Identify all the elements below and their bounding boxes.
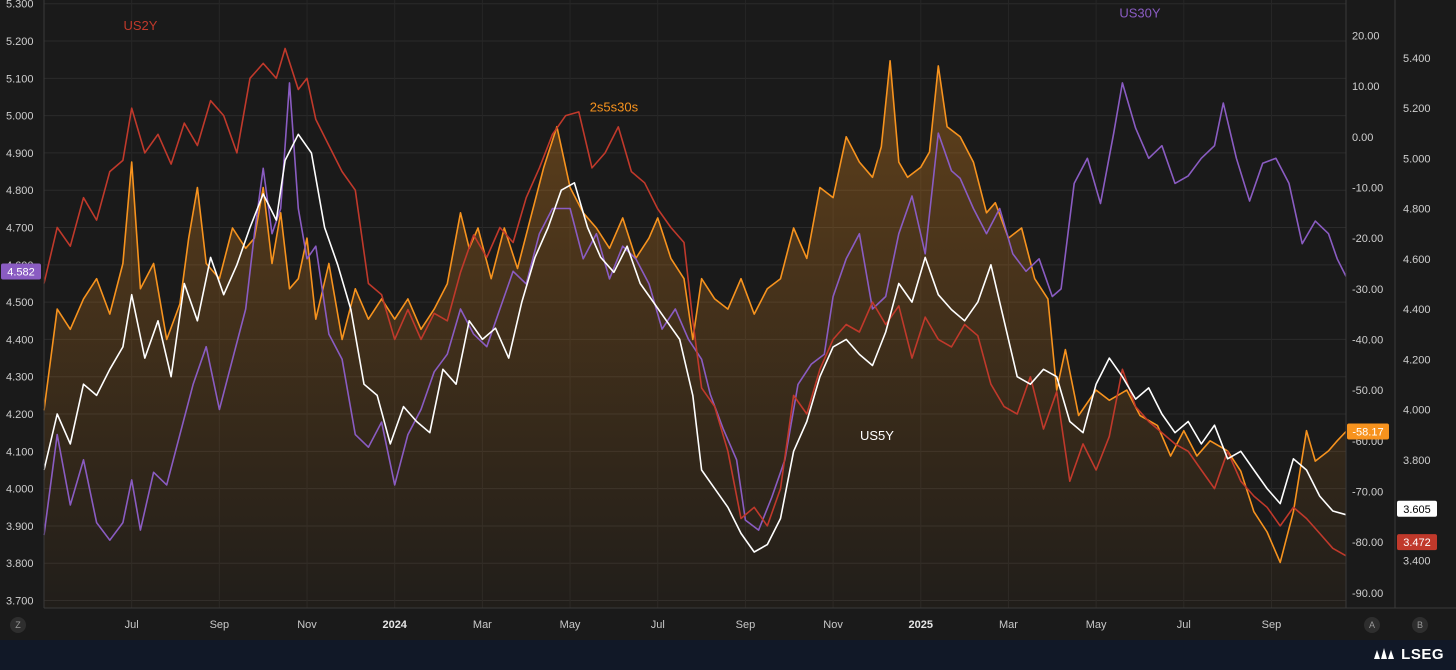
right-tick-label-8: 3.800 [1403, 455, 1431, 467]
mid-tick-label-0: 20.00 [1352, 30, 1380, 42]
x-tick-label-5: May [560, 619, 581, 631]
left-tick-label-5: 4.800 [6, 185, 34, 197]
left-tick-label-2: 5.100 [6, 73, 34, 85]
badge-bg-us2y [1397, 534, 1437, 551]
series-labels-layer: 2s5s30s US30Y US2Y US5Y [123, 6, 1160, 444]
logo-text: LSEG [1401, 646, 1444, 663]
mid-tick-label-9: -70.00 [1352, 486, 1383, 498]
left-tick-label-11: 4.200 [6, 409, 34, 421]
mid-tick-label-1: 10.00 [1352, 81, 1380, 93]
lseg-mark-icon [1374, 648, 1395, 659]
right-tick-label-2: 5.000 [1403, 153, 1431, 165]
mid-tick-label-5: -30.00 [1352, 284, 1383, 296]
multi-series-line-chart: 5.300 5.200 5.100 5.000 4.900 4.800 4.700 4.600… [1, 0, 1456, 631]
series-line-us30y [43, 82, 1347, 541]
badge-text-us5y: 3.605 [1403, 504, 1431, 516]
left-tick-label-9: 4.400 [6, 334, 34, 346]
lseg-logo: LSEG [1373, 646, 1444, 663]
axes-layer: 5.300 5.200 5.100 5.000 4.900 4.800 4.700 4.600… [6, 0, 1456, 631]
mid-tick-label-3: -10.00 [1352, 182, 1383, 194]
x-tick-label-7: Sep [736, 619, 756, 631]
right-tick-label-7: 4.000 [1403, 405, 1431, 417]
x-tick-label-0: Jul [125, 619, 139, 631]
badge-bg-us5y [1397, 500, 1437, 517]
left-tick-label-6: 4.700 [6, 223, 34, 235]
series-lines-layer [43, 47, 1347, 564]
series-label-2s5s30s: 2s5s30s [590, 99, 639, 114]
x-tick-label-11: May [1086, 619, 1107, 631]
mid-tick-label-4: -20.00 [1352, 233, 1383, 245]
corner-z-button[interactable]: Z [10, 617, 26, 633]
axis-a-button[interactable]: A [1364, 617, 1380, 633]
left-tick-label-10: 4.300 [6, 372, 34, 384]
left-tick-label-15: 3.800 [6, 558, 34, 570]
left-tick-label-16: 3.700 [6, 596, 34, 608]
mid-tick-label-6: -40.00 [1352, 334, 1383, 346]
series-line-us2y [43, 47, 1347, 557]
x-tick-label-10: Mar [999, 619, 1018, 631]
right-tick-label-1: 5.200 [1403, 103, 1431, 115]
badge-text-us2y: 3.472 [1403, 537, 1431, 549]
left-tick-label-1: 5.200 [6, 36, 34, 48]
left-tick-label-14: 3.900 [6, 521, 34, 533]
left-tick-label-13: 4.000 [6, 484, 34, 496]
x-tick-label-12: Jul [1177, 619, 1191, 631]
left-tick-label-0: 5.300 [6, 0, 34, 11]
badge-text-us30y: 4.582 [7, 267, 35, 279]
mid-tick-label-2: 0.00 [1352, 132, 1373, 144]
mid-tick-label-11: -90.00 [1352, 588, 1383, 600]
x-tick-label-3: 2024 [382, 619, 407, 631]
right-tick-label-3: 4.800 [1403, 204, 1431, 216]
x-tick-label-2: Nov [297, 619, 317, 631]
right-tick-label-6: 4.200 [1403, 354, 1431, 366]
badge-text-2s5s30s: -58.17 [1352, 427, 1383, 439]
right-tick-label-5: 4.400 [1403, 304, 1431, 316]
x-tick-label-1: Sep [210, 619, 230, 631]
right-tick-label-4: 4.600 [1403, 254, 1431, 266]
x-tick-label-6: Jul [651, 619, 665, 631]
left-tick-label-3: 5.000 [6, 111, 34, 123]
right-tick-label-10: 3.400 [1403, 555, 1431, 567]
mid-tick-label-7: -50.00 [1352, 385, 1383, 397]
left-tick-label-12: 4.100 [6, 446, 34, 458]
right-tick-label-0: 5.400 [1403, 53, 1431, 65]
footer-bar: LSEG [0, 640, 1456, 670]
x-tick-label-9: 2025 [909, 619, 933, 631]
axis-b-button[interactable]: B [1412, 617, 1428, 633]
series-label-us30y: US30Y [1119, 6, 1161, 21]
left-tick-label-8: 4.500 [6, 297, 34, 309]
badge-bg-us30y [1, 263, 41, 280]
mid-tick-label-10: -80.00 [1352, 537, 1383, 549]
x-tick-label-13: Sep [1262, 619, 1282, 631]
left-tick-label-4: 4.900 [6, 148, 34, 160]
x-tick-label-4: Mar [473, 619, 492, 631]
series-line-us5y [43, 133, 1347, 553]
value-badges-layer: -58.17 4.582 3.472 3.605 [1, 263, 1437, 551]
badge-bg-2s5s30s [1347, 423, 1389, 440]
x-tick-label-8: Nov [823, 619, 843, 631]
series-label-us5y: US5Y [860, 428, 894, 443]
series-label-us2y: US2Y [123, 18, 157, 33]
